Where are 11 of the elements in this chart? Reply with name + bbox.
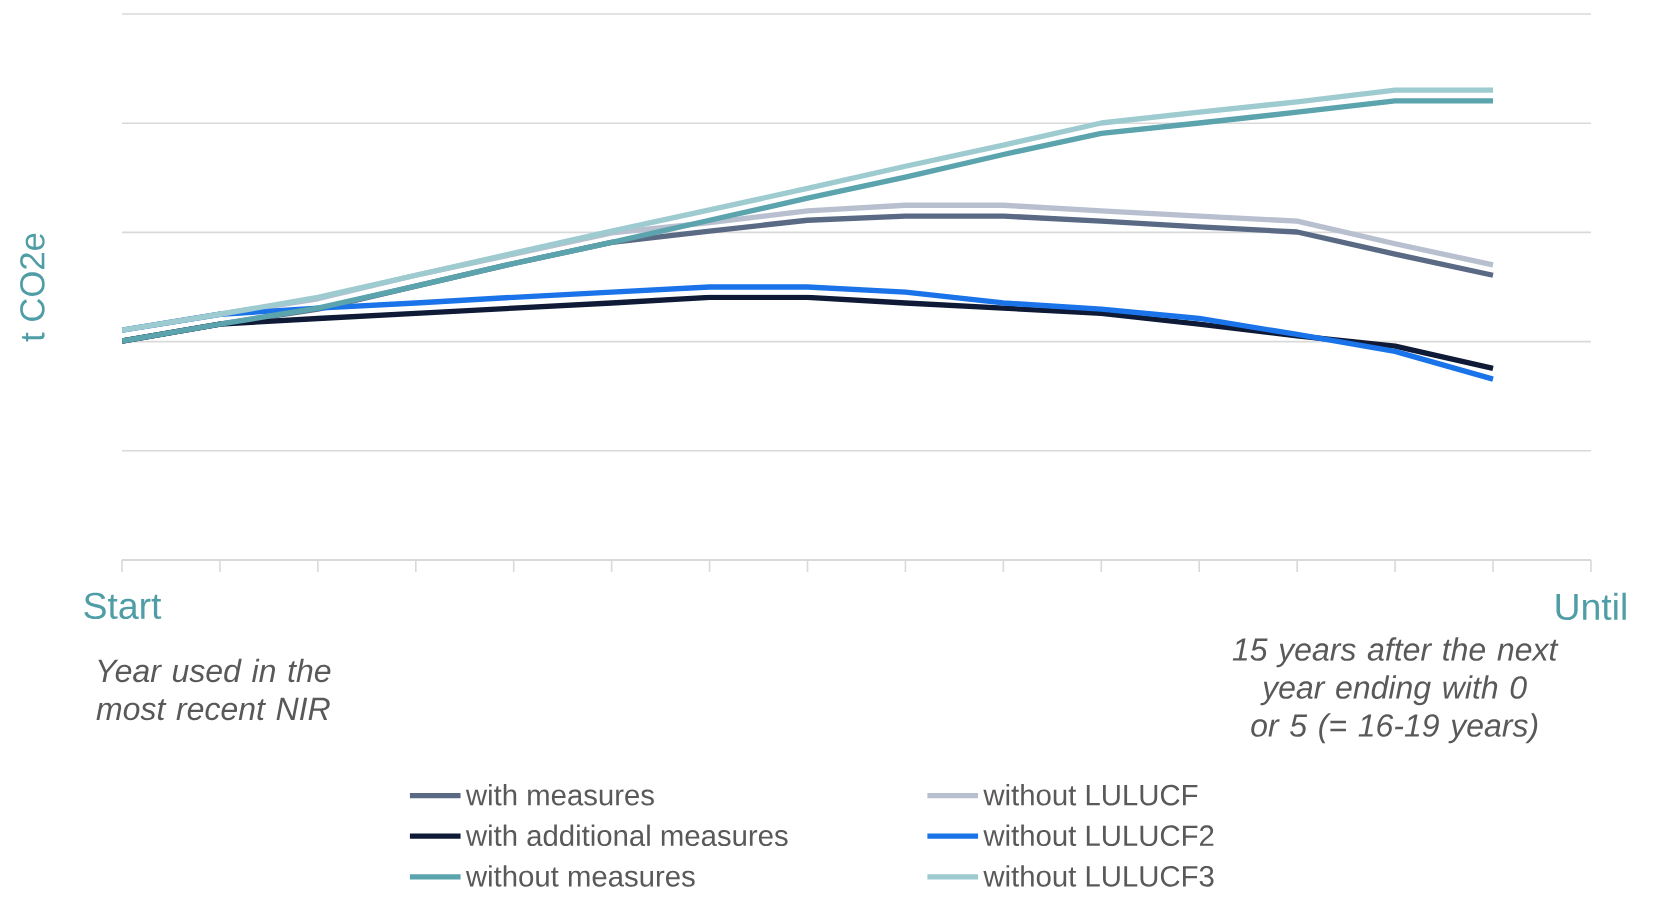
legend-label: without LULUCF2 xyxy=(983,824,1214,847)
y-axis-title: t CO2e xyxy=(20,233,45,342)
text: Year used in the most recent NIR xyxy=(96,658,331,721)
legend-label: without measures xyxy=(465,865,695,887)
legend-label: with additional measures xyxy=(465,824,788,847)
legend-label: without LULUCF3 xyxy=(983,865,1214,887)
legend-label: with measures xyxy=(465,783,654,806)
x-tick-label: Start xyxy=(84,592,162,620)
legend-label: without LULUCF xyxy=(983,783,1198,806)
x-tick-label: Until xyxy=(1556,592,1626,621)
text: 15 years after the next year ending with 0 or 5 (= 16-19 years) xyxy=(1232,637,1559,744)
